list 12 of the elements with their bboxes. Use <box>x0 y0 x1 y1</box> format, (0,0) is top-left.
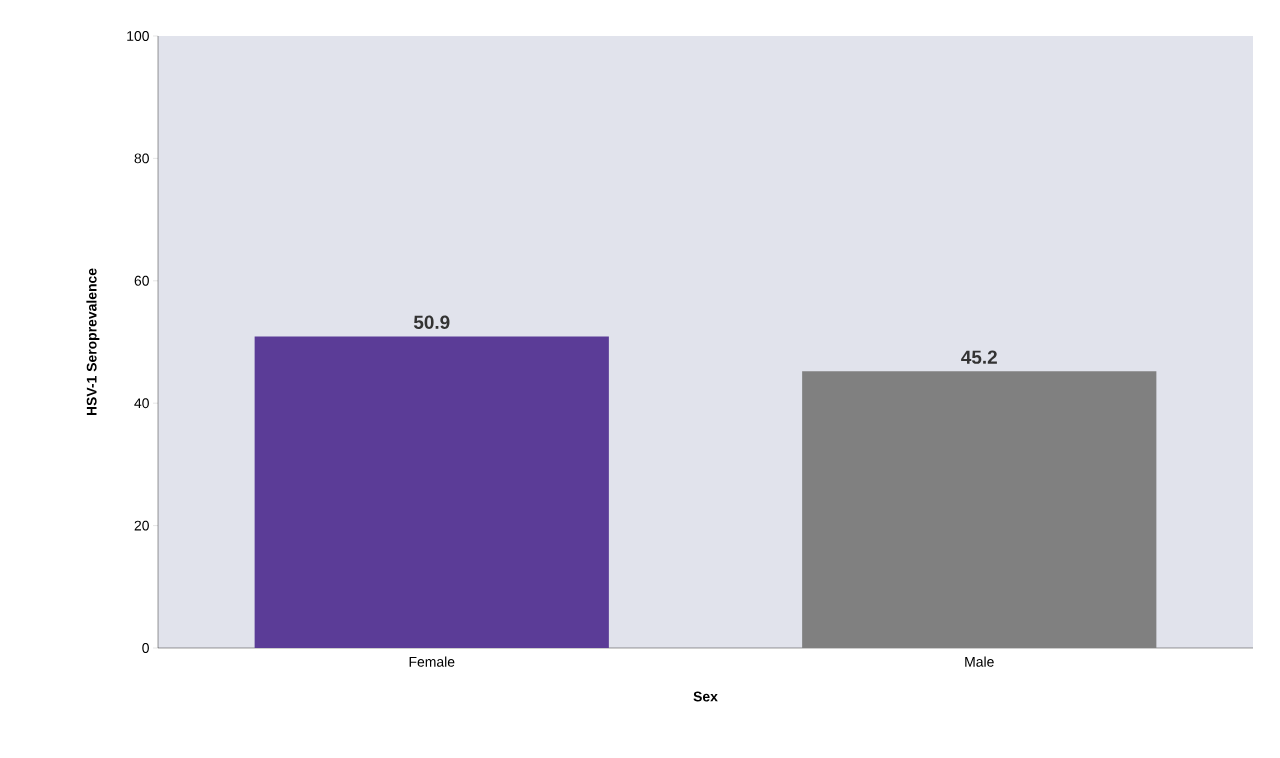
y-tick-label: 0 <box>142 643 149 653</box>
y-tick-label: 40 <box>134 398 149 409</box>
data-label: 50.9 <box>413 315 450 329</box>
x-axis-title: Sex <box>693 691 718 702</box>
x-tick-label: Female <box>409 656 455 667</box>
y-tick-label: 80 <box>134 153 149 164</box>
y-axis-title: HSV-1 Seroprevalence <box>86 268 100 416</box>
x-tick-label: Male <box>965 656 994 667</box>
data-label: 45.2 <box>961 350 997 364</box>
y-tick-label: 100 <box>127 31 149 41</box>
y-tick-label: 60 <box>134 275 149 286</box>
y-tick-label: 20 <box>134 520 149 531</box>
